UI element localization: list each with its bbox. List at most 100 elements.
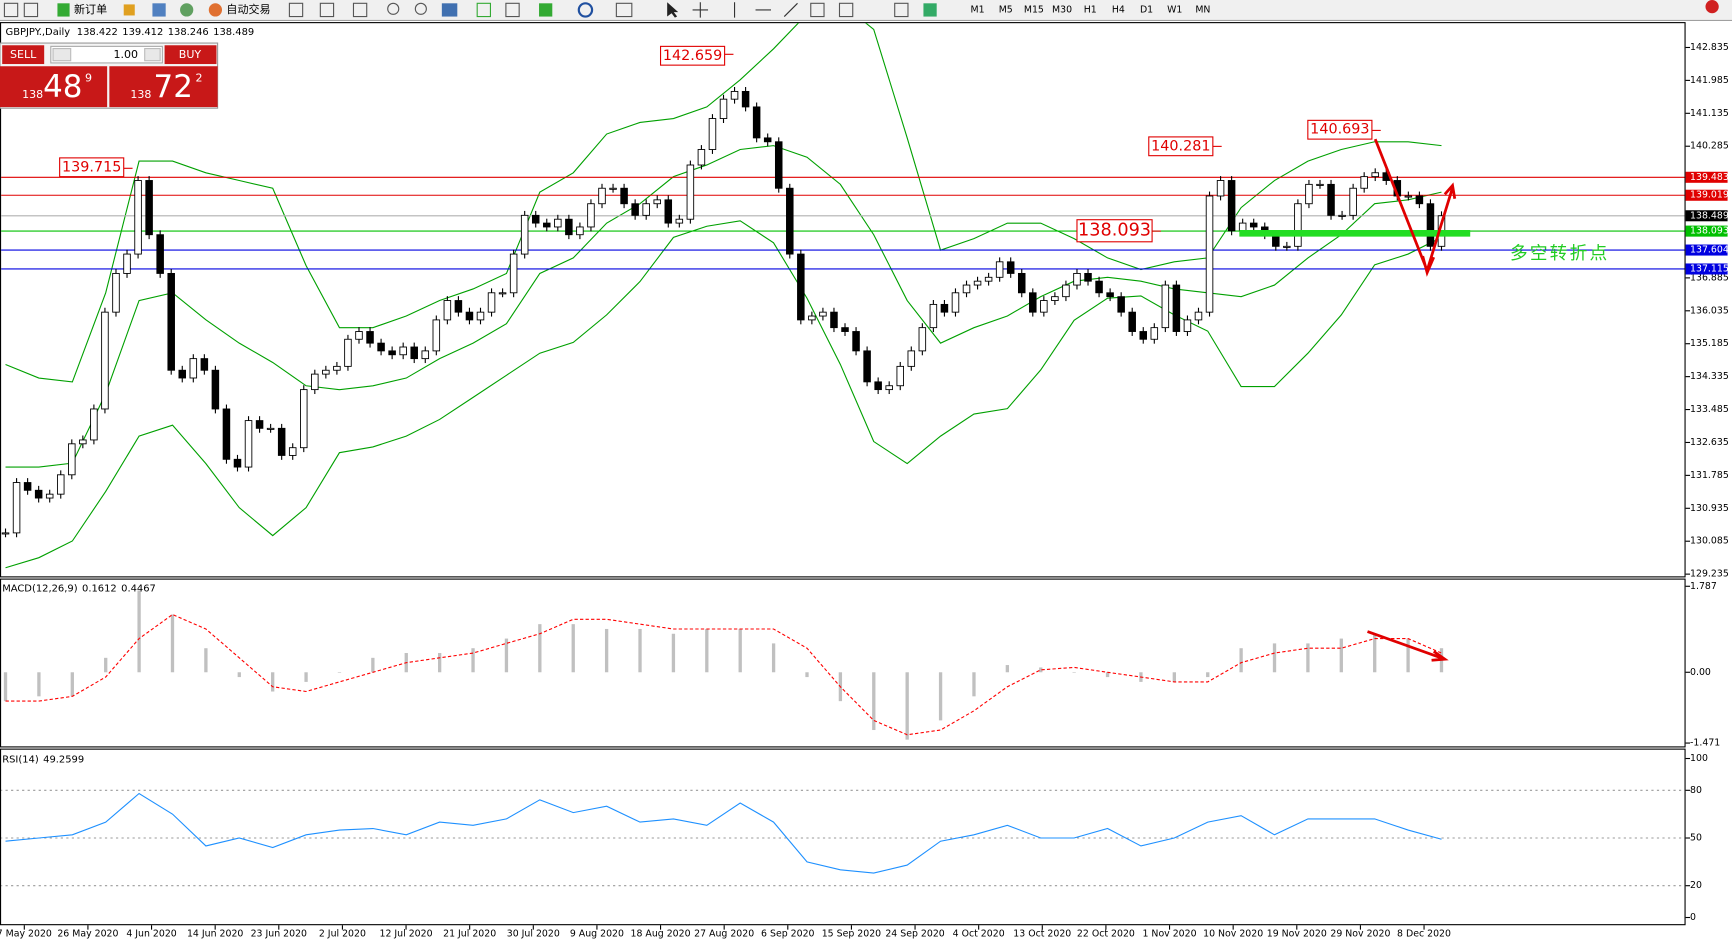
x-tick-label: 10 Nov 2020 (1203, 929, 1263, 940)
timeframe-button[interactable]: H1 (1084, 4, 1097, 15)
candle-body (1205, 195, 1214, 313)
icon[interactable] (414, 2, 427, 15)
sell-sup[interactable]: 9 (85, 71, 92, 84)
macd-bar (137, 590, 141, 673)
sell-button[interactable] (2, 45, 45, 65)
macd-bar (638, 628, 642, 673)
icon[interactable] (734, 2, 798, 18)
macd-bar (1239, 648, 1243, 673)
candle-body (686, 164, 695, 220)
macd-bar (1272, 643, 1277, 673)
sell-price-box[interactable] (0, 66, 108, 108)
icon[interactable] (667, 2, 679, 18)
icon[interactable] (123, 4, 135, 16)
icon[interactable] (894, 2, 909, 18)
timeframe-button[interactable]: H4 (1112, 4, 1125, 15)
candle-body (587, 203, 595, 228)
icon[interactable] (810, 2, 825, 18)
candle-body (808, 315, 816, 321)
candle-body (543, 222, 551, 228)
candle-body (68, 443, 76, 476)
macd-main: 0.1612 (82, 583, 117, 594)
trade-panel: SELL BUY 1.00 138 48 9 138 72 2 (0, 42, 219, 109)
timeframe-button[interactable]: MN (1195, 4, 1210, 15)
icon[interactable] (319, 2, 335, 18)
auto-trade-button[interactable]: 自动交易 (226, 2, 270, 16)
candle-body (509, 253, 518, 294)
icon[interactable] (288, 2, 304, 18)
icon[interactable] (838, 2, 854, 18)
macd-bar (1206, 672, 1210, 678)
buy-sup[interactable]: 2 (196, 71, 203, 84)
macd-bar (705, 628, 709, 673)
main-panel (0, 22, 1686, 578)
icon[interactable] (505, 2, 520, 18)
level-label: 138.489 (1690, 210, 1729, 221)
macd-panel (0, 578, 1686, 748)
icon[interactable] (152, 3, 166, 17)
y-tick-label: 140.285 (1690, 141, 1729, 152)
annotation-label: 142.659 (663, 48, 722, 64)
buy-main[interactable]: 72 (154, 69, 193, 105)
timeframe-button[interactable]: W1 (1167, 4, 1182, 15)
candle-body (1017, 272, 1026, 294)
macd-bar (1172, 672, 1176, 682)
sell-prefix[interactable]: 138 (22, 88, 43, 101)
icon[interactable] (441, 3, 458, 17)
macd-bar (70, 672, 74, 697)
buy-price-box[interactable] (109, 66, 218, 108)
candle-body (1316, 183, 1324, 186)
candle-body (178, 369, 187, 379)
icon[interactable] (476, 2, 491, 18)
candle-body (1360, 176, 1368, 189)
icon[interactable] (577, 2, 594, 18)
macd-bar (3, 672, 8, 702)
candle-body (520, 214, 529, 255)
icon[interactable] (615, 2, 633, 18)
icon[interactable] (57, 3, 70, 17)
candle-body (984, 276, 993, 282)
lot-field[interactable] (50, 45, 163, 64)
timeframe-button[interactable]: D1 (1140, 4, 1153, 15)
timeframe-button[interactable]: M1 (971, 4, 985, 15)
timeframe-button[interactable]: M5 (999, 4, 1013, 15)
macd-bar (1306, 643, 1310, 673)
icon[interactable] (208, 3, 223, 17)
x-tick-label: 29 Nov 2020 (1330, 929, 1390, 940)
icon[interactable] (539, 3, 553, 17)
buy-prefix[interactable]: 138 (130, 88, 151, 101)
candle-body (355, 331, 363, 340)
candle-body (874, 381, 882, 391)
candle-body (34, 489, 43, 499)
alert-icon[interactable] (1705, 0, 1719, 14)
annotation-label: 140.693 (1310, 122, 1369, 138)
icon[interactable] (180, 3, 194, 17)
lot-value[interactable]: 1.00 (114, 48, 139, 61)
macd-title: MACD(12,26,9) (2, 583, 78, 594)
timeframe-button[interactable]: M30 (1052, 4, 1072, 15)
candle-body (322, 369, 330, 375)
icon[interactable] (352, 2, 368, 18)
icon[interactable] (23, 2, 39, 18)
candle-body (741, 90, 750, 108)
chart-header: GBPJPY.,Daily 138.422 139.412 138.246 138.48… (6, 27, 255, 38)
icon[interactable] (3, 2, 19, 18)
sell-label[interactable]: SELL (10, 48, 37, 61)
macd-bar (938, 672, 943, 721)
icon[interactable] (692, 2, 709, 18)
level-tag (1685, 225, 1728, 237)
icon[interactable] (387, 2, 400, 15)
annotation-box (1148, 136, 1214, 157)
candle-body (1029, 292, 1037, 313)
icon[interactable] (923, 3, 937, 17)
timeframe-button[interactable]: M15 (1024, 4, 1044, 15)
new-order-button[interactable]: 新订单 (74, 2, 107, 16)
candle-body (288, 447, 297, 456)
sell-main[interactable]: 48 (43, 69, 82, 105)
lot-spin[interactable] (52, 48, 72, 62)
x-tick-label: 8 Dec 2020 (1397, 929, 1451, 940)
buy-label[interactable]: BUY (179, 48, 202, 61)
candle-body (1006, 261, 1015, 274)
buy-button[interactable] (164, 45, 217, 65)
lot-spin[interactable] (144, 48, 161, 62)
